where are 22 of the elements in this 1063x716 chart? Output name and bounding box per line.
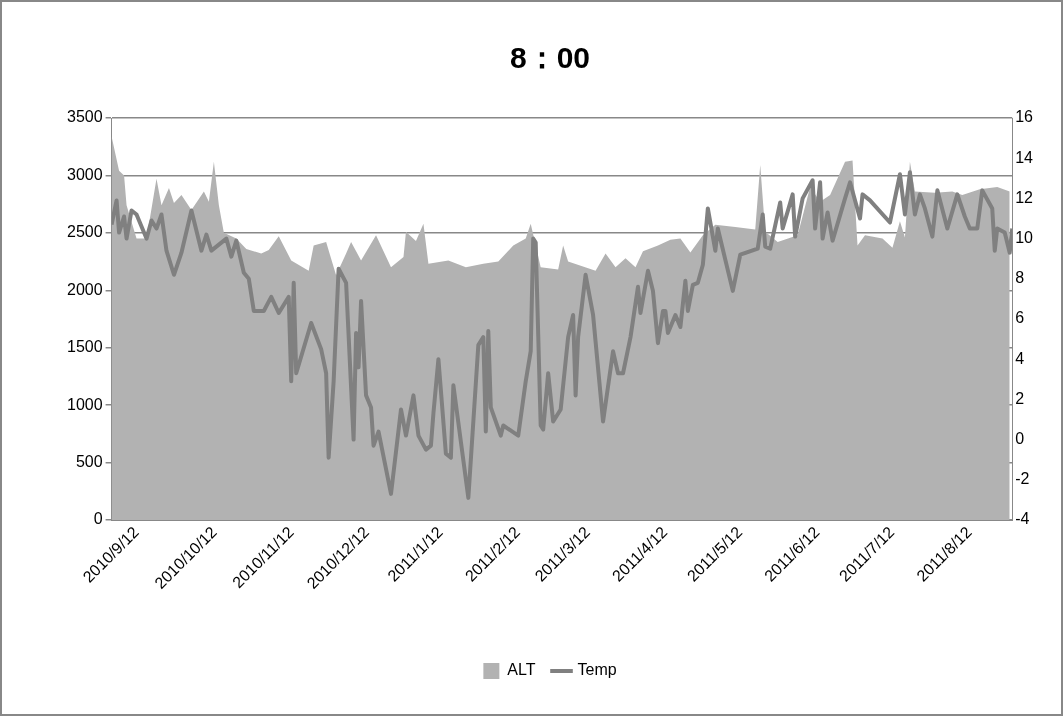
y2-tick-label: 2 [1015,389,1025,407]
y2-tick-label: 6 [1015,309,1025,327]
y-tick-label: 500 [75,452,103,470]
y2-tick-label: 14 [1015,148,1034,166]
y2-tick-label: 10 [1015,229,1034,247]
legend-label: Temp [577,661,617,679]
y-tick-label: 1000 [67,395,103,413]
y2-tick-label: -4 [1015,510,1030,528]
y2-tick-label: 16 [1015,108,1034,126]
chart-title: 8：00 [509,41,591,75]
y-tick-label: 3500 [67,108,103,126]
y2-tick-label: 8 [1015,269,1025,287]
y-tick-label: 3000 [67,165,103,183]
y-tick-label: 2000 [67,280,103,298]
legend-label: ALT [507,661,536,679]
y2-tick-label: -2 [1015,470,1030,488]
y-tick-label: 2500 [67,223,103,241]
y2-tick-label: 12 [1015,188,1034,206]
y-tick-label: 0 [93,510,103,528]
y-tick-label: 1500 [67,338,103,356]
y2-tick-label: 0 [1015,430,1025,448]
y2-tick-label: 4 [1015,349,1025,367]
